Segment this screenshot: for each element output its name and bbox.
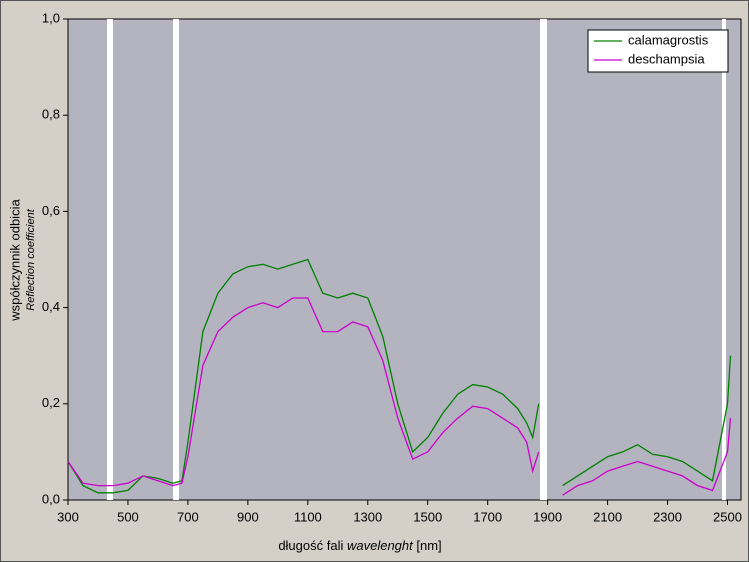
- x-tick-label: 900: [237, 509, 259, 524]
- y-tick-label: 0,6: [42, 203, 60, 218]
- y-tick-label: 0,8: [42, 107, 60, 122]
- x-tick-label: 1300: [353, 509, 382, 524]
- band: [107, 19, 113, 500]
- x-label-unit: [nm]: [416, 538, 441, 553]
- x-tick-label: 500: [117, 509, 139, 524]
- series-line: [67, 297, 732, 496]
- x-tick-label: 2100: [593, 509, 622, 524]
- legend-label: deschampsia: [628, 51, 705, 66]
- band: [173, 19, 179, 500]
- x-label-italic: wavelenght: [347, 538, 414, 553]
- legend-label: calamagrostis: [628, 32, 709, 47]
- x-tick-label: 2300: [653, 509, 682, 524]
- x-tick-label: 1100: [294, 509, 322, 524]
- x-label-text: długość fali: [278, 538, 343, 553]
- plot-area: [67, 18, 742, 501]
- y-tick-label: 0,4: [42, 299, 60, 314]
- x-tick-label: 1500: [413, 509, 442, 524]
- y-axis-sublabel: Reflection coefficient: [25, 208, 37, 310]
- x-tick-label: 2500: [713, 509, 742, 524]
- x-tick-label: 300: [57, 509, 79, 524]
- y-axis-label: współczynnik odbicia: [7, 199, 22, 322]
- series-line: [67, 258, 732, 494]
- band: [540, 19, 547, 500]
- y-tick-label: 0,0: [42, 491, 60, 506]
- x-tick-label: 1900: [533, 509, 562, 524]
- x-tick-label: 700: [177, 509, 199, 524]
- x-tick-label: 1700: [473, 509, 502, 524]
- y-tick-label: 1,0: [42, 10, 60, 25]
- y-tick-label: 0,2: [42, 395, 60, 410]
- legend-box: [587, 29, 729, 73]
- x-axis-label: długość fali wavelenght [nm]: [278, 538, 441, 553]
- band: [722, 19, 726, 500]
